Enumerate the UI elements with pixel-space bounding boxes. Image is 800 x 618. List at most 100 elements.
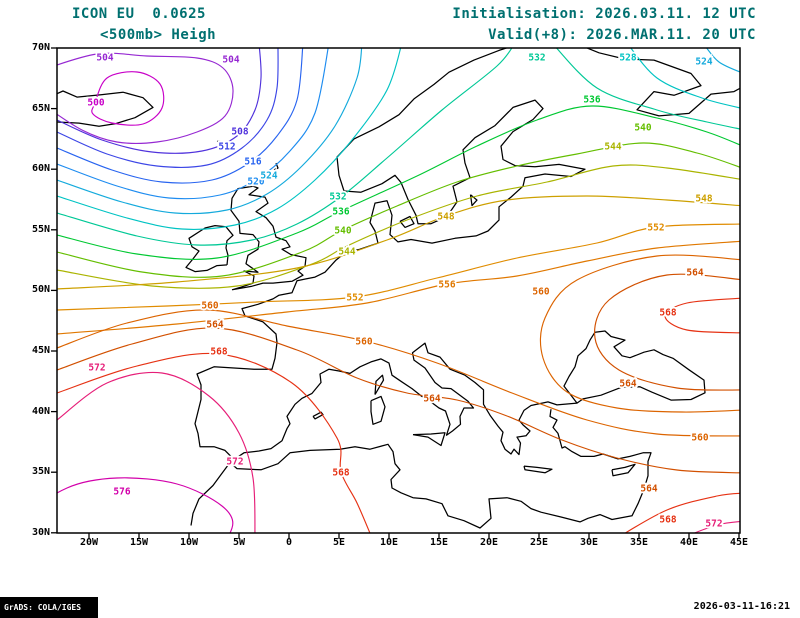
contour-label-520: 520	[247, 177, 264, 188]
coastline	[336, 48, 509, 192]
contour-label-560: 560	[691, 433, 708, 444]
y-tick-label: 35N	[31, 466, 50, 478]
contour-560	[539, 254, 740, 413]
contour-label-548: 548	[437, 212, 454, 223]
coastline	[185, 224, 234, 273]
contour-label-528: 528	[619, 53, 636, 64]
y-tick-label: 50N	[31, 284, 50, 296]
contour-548	[57, 195, 740, 290]
y-tick-label: 55N	[31, 223, 50, 235]
contour-label-552: 552	[647, 223, 664, 234]
contour-568	[664, 297, 740, 334]
contour-label-524: 524	[695, 57, 712, 68]
contour-576	[57, 477, 234, 533]
contour-552	[57, 223, 740, 311]
contour-label-536: 536	[583, 95, 600, 106]
contour-572	[692, 520, 740, 533]
contour-label-556: 556	[438, 280, 455, 291]
contour-544	[57, 164, 740, 289]
coastline	[190, 409, 652, 529]
y-tick-label: 45N	[31, 345, 50, 356]
contour-label-532: 532	[329, 192, 346, 203]
coastline	[216, 140, 224, 147]
coastline	[312, 411, 324, 420]
coastline	[374, 374, 385, 395]
coastline	[370, 395, 386, 425]
contour-label-564: 564	[640, 484, 657, 495]
contour-560	[57, 309, 740, 437]
x-tick-label: 15W	[129, 537, 149, 548]
model-title: ICON EU 0.0625	[72, 6, 206, 22]
coastline	[57, 90, 154, 127]
y-tick-label: 40N	[31, 405, 50, 417]
x-tick-label: 5E	[332, 537, 346, 548]
x-tick-label: 45E	[729, 537, 749, 548]
contour-label-504: 504	[96, 53, 113, 64]
coastline	[412, 432, 446, 447]
contour-label-560: 560	[201, 301, 218, 312]
contour-label-576: 576	[113, 487, 130, 498]
contour-label-544: 544	[338, 247, 355, 258]
coastline	[399, 215, 415, 229]
coastline	[611, 463, 636, 477]
coastline	[585, 48, 740, 117]
grads-credit-label: GrADS: COLA/IGES	[4, 603, 82, 612]
y-tick-label: 70N	[31, 42, 50, 53]
contour-label-544: 544	[604, 142, 621, 153]
contour-label-500: 500	[87, 98, 104, 109]
valid-time-label: Valid(+8): 2026.MAR.11. 20 UTC	[488, 27, 756, 43]
contour-label-572: 572	[705, 519, 722, 530]
contour-568	[57, 352, 371, 533]
contour-568	[624, 492, 740, 533]
x-tick-label: 10W	[179, 537, 199, 548]
y-tick-label: 60N	[31, 163, 50, 175]
coastline	[523, 465, 553, 474]
contour-label-512: 512	[218, 142, 235, 153]
contour-label-564: 564	[686, 268, 703, 279]
field-title: <500mb> Heigh	[100, 27, 217, 43]
x-tick-label: 20W	[79, 537, 99, 548]
x-tick-label: 10E	[379, 537, 399, 548]
y-tick-label: 30N	[31, 526, 50, 538]
contour-label-560: 560	[355, 337, 372, 348]
contour-label-524: 524	[260, 171, 277, 182]
x-tick-label: 40E	[679, 537, 699, 548]
contour-label-540: 540	[334, 226, 351, 237]
x-tick-label: 25E	[529, 537, 549, 548]
contour-label-572: 572	[88, 363, 105, 374]
contour-516	[57, 48, 304, 184]
contour-540	[57, 142, 740, 278]
contour-label-564: 564	[619, 379, 636, 390]
contour-524	[57, 48, 363, 215]
contour-528	[630, 48, 740, 109]
init-time-label: Initialisation: 2026.03.11. 12 UTC	[452, 6, 756, 22]
contour-label-532: 532	[528, 53, 545, 64]
map-frame	[56, 47, 741, 534]
contour-532	[57, 48, 513, 246]
contour-500	[91, 71, 165, 126]
creation-timestamp: 2026-03-11-16:21	[693, 601, 790, 612]
contour-504	[57, 52, 234, 144]
contour-508	[57, 48, 262, 154]
contour-528	[57, 48, 402, 230]
contour-532	[555, 48, 740, 130]
contour-536	[57, 105, 740, 260]
contour-label-564: 564	[423, 394, 440, 405]
contour-label-568: 568	[659, 308, 676, 319]
contour-512	[57, 48, 279, 168]
x-tick-label: 20E	[479, 537, 499, 548]
contour-label-568: 568	[210, 347, 227, 358]
contour-label-548: 548	[695, 194, 712, 205]
x-tick-label: 35E	[629, 537, 649, 548]
coastline	[230, 185, 307, 291]
contour-520	[57, 48, 329, 200]
contour-label-568: 568	[332, 468, 349, 479]
contour-label-552: 552	[346, 293, 363, 304]
contour-label-536: 536	[332, 207, 349, 218]
contour-label-516: 516	[244, 157, 261, 168]
contour-524	[705, 48, 740, 73]
y-tick-label: 65N	[31, 102, 50, 114]
contour-label-564: 564	[206, 320, 223, 331]
